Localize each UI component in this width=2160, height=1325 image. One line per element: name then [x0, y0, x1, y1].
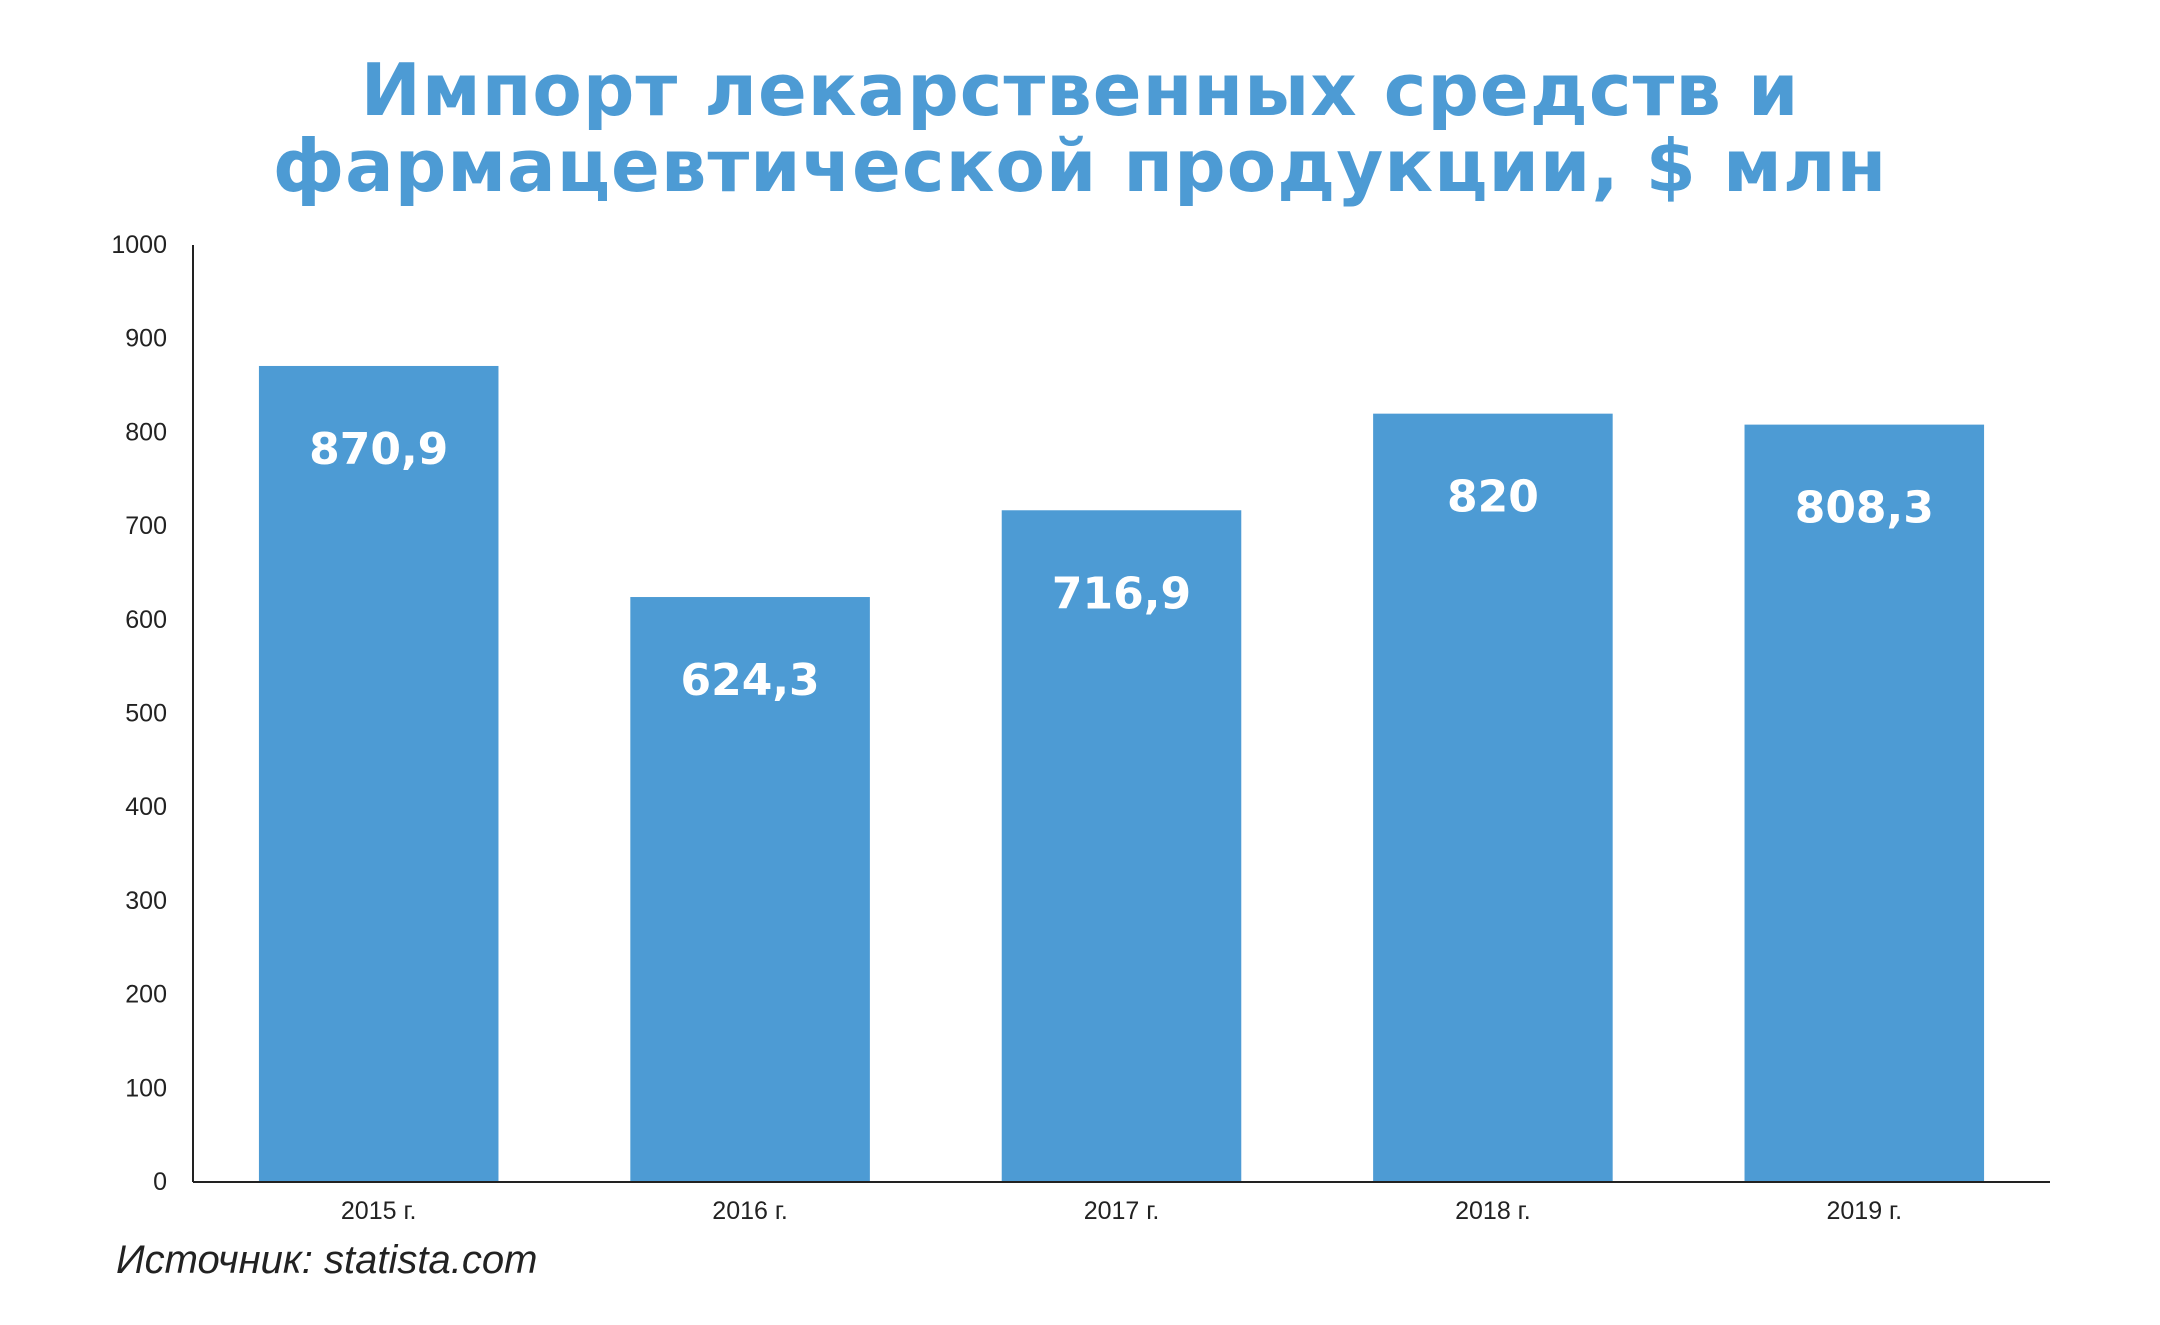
- y-tick-label: 1000: [111, 231, 167, 259]
- bar-3: [1001, 510, 1242, 1182]
- y-tick-label: 100: [125, 1074, 167, 1102]
- data-label: 870,9: [309, 424, 448, 475]
- bar-5: [1744, 424, 1985, 1182]
- y-tick-label: 400: [125, 793, 167, 821]
- bar-1: [258, 365, 499, 1183]
- y-tick-label: 900: [125, 325, 167, 353]
- bar-2: [630, 597, 870, 1182]
- y-tick-label: 200: [125, 981, 167, 1009]
- data-labels: 870,9 624,3 716,9 820 808,3: [309, 424, 1934, 706]
- x-category-label: 2018 г.: [1455, 1197, 1531, 1225]
- chart-title-line-2: фармацевтической продукции, $ млн: [272, 124, 1888, 208]
- y-tick-label: 300: [125, 887, 167, 915]
- y-axis-tick-labels: 0 100 200 300 400 500 600 700 800 900 1000: [111, 231, 167, 1196]
- y-tick-label: 500: [125, 700, 167, 728]
- y-tick-label: 700: [125, 512, 167, 540]
- data-label: 716,9: [1052, 568, 1191, 619]
- data-label: 624,3: [681, 655, 820, 706]
- x-category-label: 2017 г.: [1084, 1197, 1160, 1225]
- y-tick-label: 800: [125, 418, 167, 446]
- data-label: 808,3: [1795, 483, 1934, 534]
- x-axis-category-labels: 2015 г. 2016 г. 2017 г. 2018 г. 2019 г.: [341, 1197, 1902, 1225]
- x-category-label: 2016 г.: [712, 1197, 788, 1225]
- data-label: 820: [1447, 472, 1539, 523]
- bar-4: [1373, 413, 1613, 1182]
- x-category-label: 2015 г.: [341, 1197, 417, 1225]
- y-tick-label: 600: [125, 606, 167, 634]
- y-tick-label: 0: [153, 1168, 167, 1196]
- source-note: Источник: statista.com: [116, 1238, 538, 1282]
- bars-group: [258, 365, 1985, 1183]
- chart-title-line-1: Импорт лекарственных средств и: [360, 48, 1800, 132]
- x-category-label: 2019 г.: [1827, 1197, 1903, 1225]
- chart-title: Импорт лекарственных средств и фармацевт…: [0, 52, 2160, 204]
